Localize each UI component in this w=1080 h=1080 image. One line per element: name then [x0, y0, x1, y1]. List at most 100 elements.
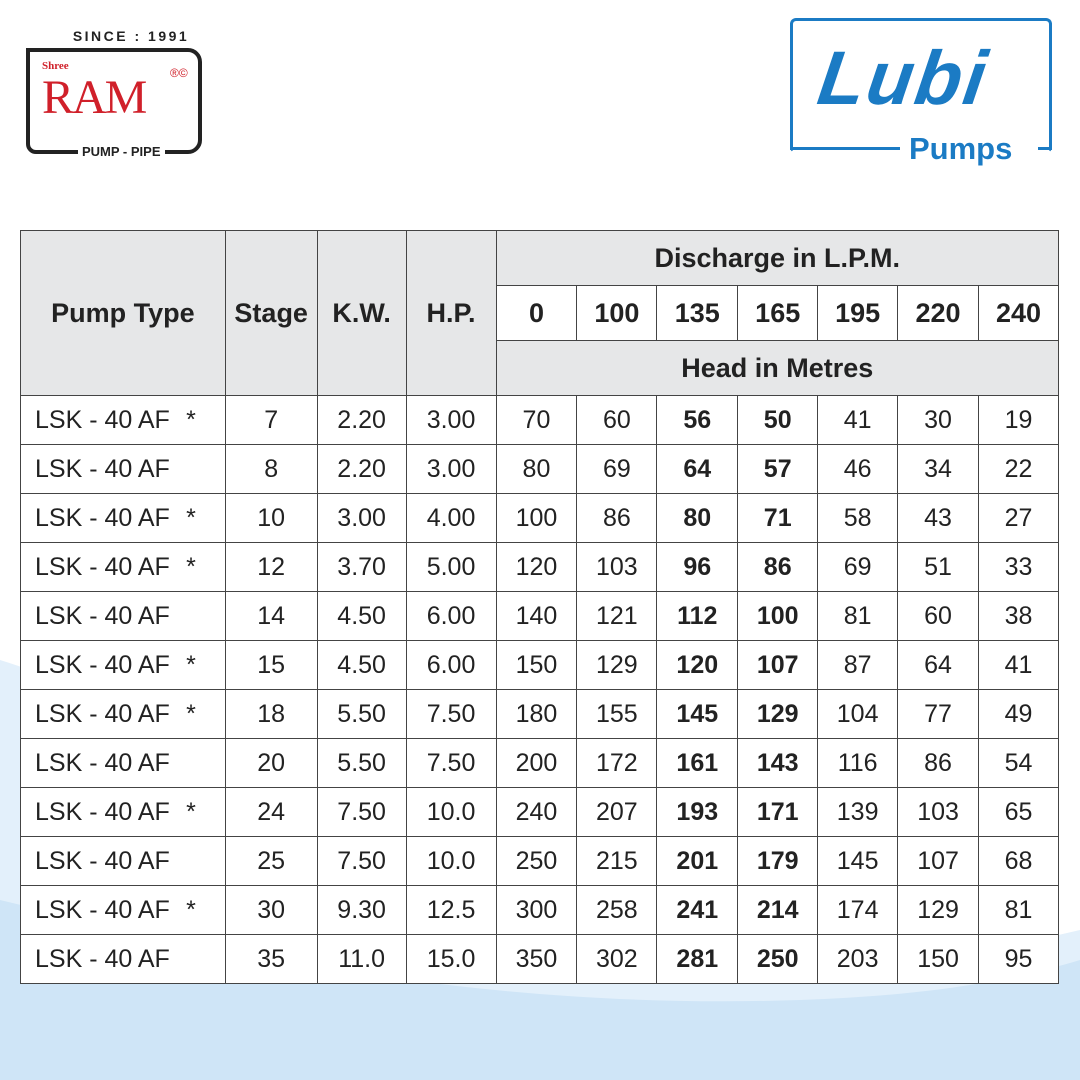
- head-cell: 69: [817, 542, 899, 592]
- head-cell: 145: [656, 689, 739, 739]
- stage-cell: 7: [224, 395, 318, 445]
- head-cell: 22: [978, 444, 1059, 494]
- head-cell: 100: [737, 591, 819, 641]
- star-mark: *: [186, 797, 196, 826]
- head-cell: 103: [897, 787, 980, 837]
- hp-cell: 6.00: [405, 591, 497, 641]
- pump-type-cell: LSK - 40 AF *: [20, 885, 226, 935]
- head-cell: 200: [495, 738, 578, 788]
- pump-type-cell: LSK - 40 AF *: [20, 395, 226, 445]
- head-cell: 71: [737, 493, 819, 543]
- head-cell: 161: [656, 738, 739, 788]
- head-cell: 240: [495, 787, 578, 837]
- registered-mark: ®©: [170, 66, 188, 80]
- hp-cell: 5.00: [405, 542, 497, 592]
- head-cell: 129: [737, 689, 819, 739]
- stage-cell: 14: [224, 591, 318, 641]
- head-cell: 68: [978, 836, 1059, 886]
- head-cell: 143: [737, 738, 819, 788]
- head-cell: 104: [817, 689, 899, 739]
- hp-cell: 10.0: [405, 836, 497, 886]
- head-cell: 129: [576, 640, 658, 690]
- head-cell: 34: [897, 444, 980, 494]
- lubi-text: Lubi: [813, 36, 994, 121]
- discharge-value: 195: [817, 285, 899, 341]
- pump-type: LSK - 40 AF: [35, 699, 170, 728]
- pump-type-cell: LSK - 40 AF: [20, 934, 226, 984]
- head-cell: 120: [656, 640, 739, 690]
- head-cell: 171: [737, 787, 819, 837]
- hp-cell: 6.00: [405, 640, 497, 690]
- pump-type: LSK - 40 AF: [35, 650, 170, 679]
- hp-cell: 10.0: [405, 787, 497, 837]
- head-cell: 50: [737, 395, 819, 445]
- head-cell: 58: [817, 493, 899, 543]
- pump-type-cell: LSK - 40 AF *: [20, 787, 226, 837]
- head-cell: 19: [978, 395, 1059, 445]
- pump-type-cell: LSK - 40 AF: [20, 591, 226, 641]
- stage-cell: 25: [224, 836, 318, 886]
- head-cell: 215: [576, 836, 658, 886]
- head-cell: 112: [656, 591, 739, 641]
- head-cell: 95: [978, 934, 1059, 984]
- stage-cell: 20: [224, 738, 318, 788]
- pump-spec-table: Pump Type Stage K.W. H.P. Discharge in L…: [20, 230, 1059, 984]
- pump-type-cell: LSK - 40 AF *: [20, 542, 226, 592]
- header-discharge: Discharge in L.P.M.: [495, 230, 1059, 286]
- discharge-value: 220: [897, 285, 980, 341]
- pump-type: LSK - 40 AF: [35, 846, 170, 875]
- head-cell: 193: [656, 787, 739, 837]
- header-pump-type: Pump Type: [20, 230, 226, 396]
- head-cell: 207: [576, 787, 658, 837]
- star-mark: *: [186, 552, 196, 581]
- head-cell: 281: [656, 934, 739, 984]
- head-cell: 241: [656, 885, 739, 935]
- head-cell: 70: [495, 395, 578, 445]
- head-cell: 150: [897, 934, 980, 984]
- hp-cell: 3.00: [405, 395, 497, 445]
- pump-type: LSK - 40 AF: [35, 748, 170, 777]
- header-stage: Stage: [224, 230, 318, 396]
- kw-cell: 5.50: [316, 738, 407, 788]
- head-cell: 87: [817, 640, 899, 690]
- pump-type: LSK - 40 AF: [35, 895, 170, 924]
- head-cell: 258: [576, 885, 658, 935]
- stage-cell: 30: [224, 885, 318, 935]
- head-cell: 27: [978, 493, 1059, 543]
- head-cell: 80: [656, 493, 739, 543]
- kw-cell: 9.30: [316, 885, 407, 935]
- header-head: Head in Metres: [495, 340, 1059, 396]
- hp-cell: 4.00: [405, 493, 497, 543]
- table-row: LSK - 40 AF 20 5.50 7.50 200 172 161 143 116 86 54: [20, 738, 1059, 788]
- hp-cell: 15.0: [405, 934, 497, 984]
- head-cell: 80: [495, 444, 578, 494]
- table-row: LSK - 40 AF * 30 9.30 12.5 300 258 241 214 174 129…: [20, 885, 1059, 935]
- table-row: LSK - 40 AF 14 4.50 6.00 140 121 112 100 81 60 38: [20, 591, 1059, 641]
- pump-type-cell: LSK - 40 AF: [20, 444, 226, 494]
- discharge-value: 135: [656, 285, 739, 341]
- head-cell: 64: [897, 640, 980, 690]
- head-cell: 140: [495, 591, 578, 641]
- ram-text: RAM: [42, 71, 147, 124]
- table-row: LSK - 40 AF 8 2.20 3.00 80 69 64 57 46 34 22: [20, 444, 1059, 494]
- table-row: LSK - 40 AF * 24 7.50 10.0 240 207 193 171 139 103…: [20, 787, 1059, 837]
- head-cell: 86: [897, 738, 980, 788]
- kw-cell: 7.50: [316, 836, 407, 886]
- stage-cell: 12: [224, 542, 318, 592]
- shree-ram-logo: SINCE : 1991 Shree RAM ®© PUMP - PIPE: [26, 28, 206, 159]
- pump-type-cell: LSK - 40 AF *: [20, 493, 226, 543]
- pump-type-cell: LSK - 40 AF *: [20, 640, 226, 690]
- head-cell: 300: [495, 885, 578, 935]
- stage-cell: 35: [224, 934, 318, 984]
- pumps-text: Pumps: [903, 131, 1019, 167]
- head-cell: 145: [817, 836, 899, 886]
- kw-cell: 5.50: [316, 689, 407, 739]
- discharge-value: 100: [576, 285, 658, 341]
- head-cell: 69: [576, 444, 658, 494]
- head-cell: 49: [978, 689, 1059, 739]
- pump-type: LSK - 40 AF: [35, 944, 170, 973]
- head-cell: 86: [576, 493, 658, 543]
- table-row: LSK - 40 AF 35 11.0 15.0 350 302 281 250 203 150 9…: [20, 934, 1059, 984]
- stage-cell: 18: [224, 689, 318, 739]
- pump-type: LSK - 40 AF: [35, 601, 170, 630]
